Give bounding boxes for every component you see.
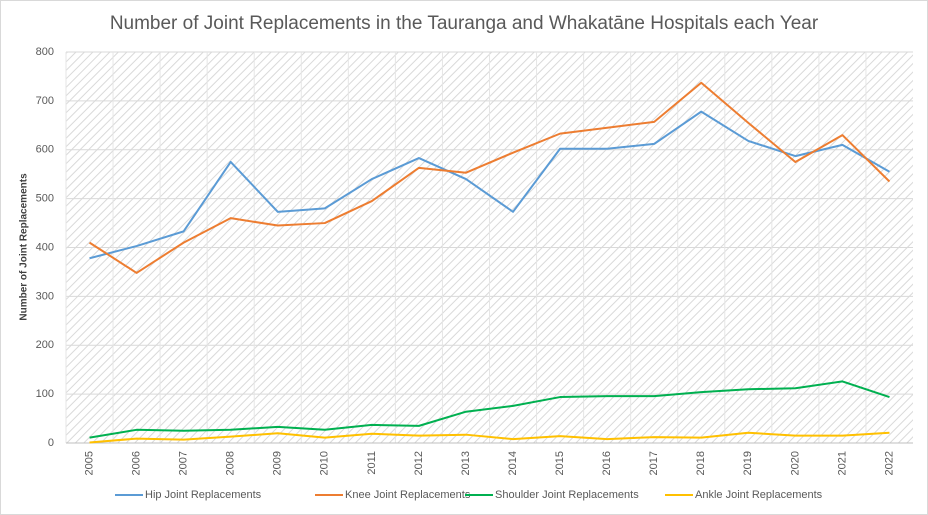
y-tick-label: 800 [36,46,54,58]
x-tick-label: 2007 [178,451,190,475]
y-tick-label: 300 [36,290,54,302]
legend-label: Shoulder Joint Replacements [495,489,639,501]
x-tick-label: 2005 [83,451,95,475]
x-tick-label: 2020 [789,451,801,475]
x-tick-label: 2014 [507,451,519,475]
x-tick-label: 2015 [554,451,566,475]
legend-label: Ankle Joint Replacements [695,489,823,501]
y-tick-label: 400 [36,241,54,253]
series-line [89,110,890,260]
series-line [88,81,891,274]
legend-label: Hip Joint Replacements [145,489,262,501]
y-tick-label: 500 [36,193,54,205]
x-tick-label: 2009 [272,451,284,475]
x-tick-label: 2012 [413,451,425,475]
chart-title: Number of Joint Replacements in the Taur… [110,13,819,34]
x-tick-label: 2010 [319,451,331,475]
x-tick-label: 2018 [695,451,707,475]
x-tick-label: 2011 [366,451,378,475]
y-tick-label: 700 [36,95,54,107]
y-tick-label: 200 [36,339,54,351]
x-tick-label: 2016 [601,451,613,475]
legend-label: Knee Joint Replacements [345,489,471,501]
x-tick-label: 2021 [836,451,848,475]
y-tick-label: 600 [36,144,54,156]
y-tick-label: 0 [48,437,54,449]
series-line [89,380,890,439]
x-tick-label: 2019 [742,451,754,475]
series-line [89,431,890,444]
x-tick-label: 2017 [648,451,660,475]
x-tick-label: 2013 [460,451,472,475]
x-tick-label: 2006 [130,451,142,475]
y-tick-label: 100 [36,388,54,400]
x-tick-label: 2008 [225,451,237,475]
x-tick-label: 2022 [883,451,895,475]
y-axis-label: Number of Joint Replacements [19,173,30,321]
